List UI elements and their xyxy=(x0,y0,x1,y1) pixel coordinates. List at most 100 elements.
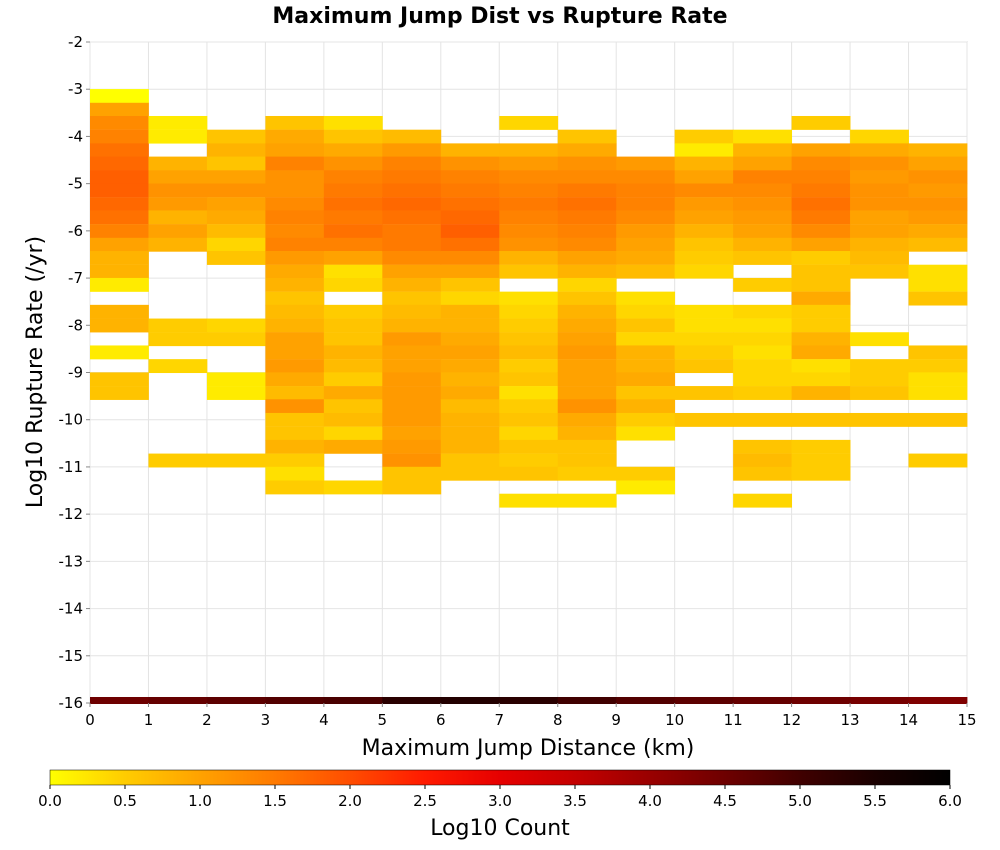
heatmap-cell xyxy=(499,224,559,239)
heatmap-cell xyxy=(499,291,559,306)
heatmap-cell xyxy=(265,372,325,387)
heatmap-cell xyxy=(265,480,325,495)
heatmap-cell xyxy=(557,412,617,427)
heatmap-cell xyxy=(382,399,442,414)
heatmap-cell xyxy=(90,170,149,185)
heatmap-cell xyxy=(557,399,617,414)
heatmap-cell xyxy=(382,277,442,292)
heatmap-cell xyxy=(90,129,149,144)
colorbar-tick-label: 3.0 xyxy=(488,792,512,810)
heatmap-cell xyxy=(850,170,909,185)
heatmap-cell xyxy=(148,359,208,374)
heatmap-cell xyxy=(616,332,676,347)
heatmap-cell xyxy=(265,318,325,333)
heatmap-cell xyxy=(616,170,676,185)
heatmap-cell xyxy=(733,493,792,508)
heatmap-cell xyxy=(440,183,500,198)
heatmap-cell xyxy=(616,318,676,333)
heatmap-cell xyxy=(382,170,442,185)
heatmap-cell xyxy=(323,304,383,319)
heatmap-cell xyxy=(90,115,149,130)
y-tick-label: -5 xyxy=(68,175,83,193)
heatmap-cell xyxy=(557,466,617,481)
heatmap-cell xyxy=(499,318,559,333)
heatmap-cell xyxy=(382,480,442,495)
heatmap-cell xyxy=(791,697,851,704)
heatmap-cell xyxy=(616,359,676,374)
heatmap-cell xyxy=(733,170,792,185)
x-tick-label: 15 xyxy=(957,711,976,729)
heatmap-cell xyxy=(733,304,792,319)
heatmap-cell xyxy=(557,372,617,387)
heatmap-cell xyxy=(265,251,325,265)
heatmap-cell xyxy=(850,359,909,374)
heatmap-cell xyxy=(674,237,734,252)
heatmap-cell xyxy=(206,170,266,185)
heatmap-cell xyxy=(850,251,909,265)
heatmap-cell xyxy=(440,453,500,468)
heatmap-cell xyxy=(323,277,383,292)
heatmap-cell xyxy=(674,210,734,225)
heatmap-cell xyxy=(440,372,500,387)
heatmap-cell xyxy=(908,156,968,171)
heatmap-cell xyxy=(674,304,734,319)
heatmap-cell xyxy=(674,345,734,360)
heatmap-cell xyxy=(791,156,851,171)
heatmap-cell xyxy=(616,237,676,252)
heatmap-cell xyxy=(323,439,383,454)
x-tick-label: 4 xyxy=(319,711,329,729)
heatmap-cell xyxy=(499,439,559,454)
heatmap-cell xyxy=(382,129,442,144)
colorbar-ticks: 0.0 0.5 1.0 1.5 2.0 2.5 3.0 3.5 4.0 4.5 5.0 5.5 6.0 xyxy=(38,785,962,810)
heatmap-cell xyxy=(616,156,676,171)
heatmap-cell xyxy=(382,183,442,198)
heatmap-cell xyxy=(323,156,383,171)
heatmap-cell xyxy=(382,345,442,360)
heatmap-cell xyxy=(499,304,559,319)
heatmap-cell xyxy=(382,304,442,319)
x-tick-label: 11 xyxy=(724,711,743,729)
heatmap-cell xyxy=(323,359,383,374)
heatmap-cell xyxy=(265,332,325,347)
x-axis-label: Maximum Jump Distance (km) xyxy=(362,736,695,761)
heatmap-cell xyxy=(206,156,266,171)
heatmap-cell xyxy=(382,359,442,374)
y-tick-label: -7 xyxy=(68,269,83,287)
colorbar-tick-label: 0.5 xyxy=(113,792,137,810)
heatmap-cell xyxy=(616,291,676,306)
heatmap-cell xyxy=(791,277,851,292)
x-tick-label: 1 xyxy=(144,711,154,729)
heatmap-cell xyxy=(382,156,442,171)
heatmap-cell xyxy=(733,197,792,212)
heatmap-cell xyxy=(440,412,500,427)
heatmap-cell xyxy=(674,143,734,158)
heatmap-cell xyxy=(90,143,149,158)
heatmap-cell xyxy=(557,156,617,171)
heatmap-cell xyxy=(90,210,149,225)
y-tick-label: -10 xyxy=(59,411,84,429)
heatmap-cell xyxy=(674,264,734,279)
heatmap-cell xyxy=(850,264,909,279)
heatmap-cell xyxy=(674,183,734,198)
heatmap-cell xyxy=(382,426,442,441)
x-tick-label: 9 xyxy=(611,711,621,729)
heatmap-cell xyxy=(265,453,325,468)
heatmap-cell xyxy=(557,291,617,306)
heatmap-cell xyxy=(850,332,909,347)
heatmap-cell xyxy=(90,277,149,292)
heatmap-cell xyxy=(791,372,851,387)
heatmap-cell xyxy=(323,332,383,347)
heatmap-cell xyxy=(616,697,676,704)
x-tick-label: 7 xyxy=(494,711,504,729)
heatmap-cell xyxy=(616,466,676,481)
heatmap-cell xyxy=(674,224,734,239)
heatmap-cell xyxy=(557,251,617,265)
heatmap-cell xyxy=(382,264,442,279)
heatmap-cell xyxy=(557,386,617,400)
heatmap-cell xyxy=(557,453,617,468)
heatmap-cell xyxy=(206,129,266,144)
heatmap-cell xyxy=(674,129,734,144)
heatmap-cell xyxy=(733,697,792,704)
heatmap-cell xyxy=(499,372,559,387)
heatmap-cell xyxy=(557,439,617,454)
